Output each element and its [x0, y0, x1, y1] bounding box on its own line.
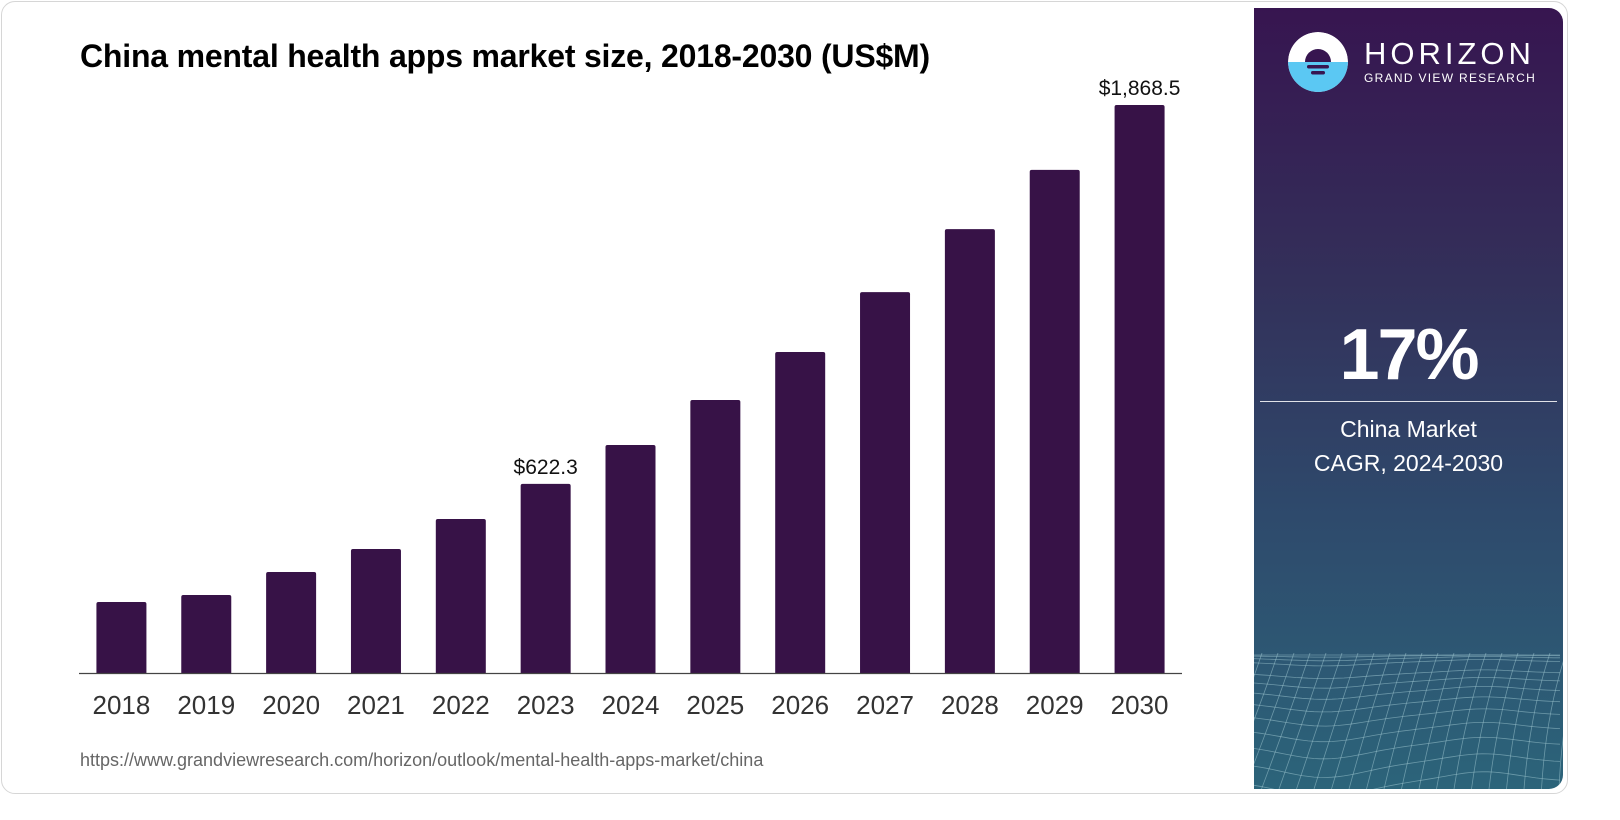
divider [1260, 401, 1557, 402]
x-tick-label: 2019 [177, 690, 235, 720]
mesh-line [1254, 654, 1561, 658]
mesh-line [1254, 659, 1561, 667]
bar-2029 [1029, 169, 1080, 674]
mesh-line [1254, 677, 1561, 689]
mesh-line [1418, 653, 1455, 789]
mesh-line [1558, 736, 1563, 789]
mesh-line [1366, 653, 1407, 789]
data-label-2030: $1,868.5 [1099, 77, 1181, 100]
mesh-line [1436, 653, 1471, 789]
data-label-2023: $622.3 [514, 456, 578, 479]
bar-2028 [944, 229, 995, 673]
bar-2022 [435, 519, 486, 673]
mesh-line [1541, 661, 1563, 789]
mesh-line [1278, 653, 1327, 789]
mesh-line [1254, 653, 1279, 722]
mesh-line [1254, 653, 1263, 678]
mesh-line [1488, 653, 1519, 789]
mesh-line [1401, 653, 1439, 789]
x-tick-label: 2018 [93, 690, 151, 720]
chart-card: China mental health apps market size, 20… [1, 1, 1568, 794]
bar-2027 [860, 292, 911, 673]
x-tick-label: 2027 [856, 690, 914, 720]
mesh-line [1523, 653, 1551, 789]
bar-2018 [96, 601, 147, 673]
x-tick-label: 2023 [517, 690, 575, 720]
x-tick-label: 2026 [771, 690, 829, 720]
bar-2024 [605, 445, 656, 673]
mesh-line [1254, 669, 1561, 679]
brand-logo[interactable]: HORIZON GRAND VIEW RESEARCH [1288, 32, 1536, 92]
bar-2026 [775, 351, 826, 673]
mesh-line [1348, 653, 1391, 789]
bar-chart: 2018 2019 2020 2021 2022 2023 $622.3 2024 2025 20… [79, 77, 1182, 720]
wave-mesh-decoration [1254, 653, 1563, 789]
chart-title: China mental health apps market size, 20… [80, 38, 930, 74]
bar-2030 [1114, 105, 1165, 673]
x-tick-label: 2022 [432, 690, 490, 720]
brand-name: HORIZON [1364, 36, 1535, 71]
side-panel: HORIZON GRAND VIEW RESEARCH 17% China Ma… [1254, 8, 1563, 789]
mesh-line [1254, 696, 1561, 713]
cagr-label-period: CAGR, 2024-2030 [1313, 450, 1504, 476]
bar-2025 [690, 400, 741, 673]
x-tick-label: 2020 [262, 690, 320, 720]
mesh-line [1254, 771, 1561, 789]
cagr-label-market: China Market [1340, 416, 1477, 442]
bar-2023 [520, 483, 571, 673]
mesh-line [1331, 653, 1375, 789]
bar-2021 [350, 549, 401, 673]
bar-2019 [181, 594, 232, 673]
brand-subtitle: GRAND VIEW RESEARCH [1364, 71, 1537, 85]
x-tick-label: 2025 [686, 690, 744, 720]
sunset-horizon-logo-icon [1288, 32, 1348, 92]
bar-2020 [266, 572, 317, 673]
mesh-line [1296, 653, 1343, 789]
mesh-line [1254, 736, 1561, 760]
cagr-value: 17% [1339, 315, 1479, 395]
mesh-line [1383, 653, 1423, 789]
x-tick-label: 2021 [347, 690, 405, 720]
x-tick-label: 2028 [941, 690, 999, 720]
x-tick-label: 2024 [602, 690, 660, 720]
mesh-line [1313, 653, 1359, 789]
mesh-line [1506, 653, 1535, 789]
mesh-line [1261, 653, 1311, 789]
cagr-label: China Market CAGR, 2024-2030 [1254, 412, 1563, 480]
mesh-line [1254, 656, 1560, 662]
x-tick-label: 2030 [1111, 690, 1169, 720]
mesh-line [1254, 708, 1561, 727]
mesh-line [1254, 686, 1561, 700]
mesh-line [1254, 653, 1295, 765]
mesh-line [1254, 722, 1561, 743]
mesh-line [1453, 653, 1487, 789]
mesh-line [1471, 653, 1503, 789]
x-tick-label: 2029 [1026, 690, 1084, 720]
source-url[interactable]: https://www.grandviewresearch.com/horizo… [80, 750, 764, 770]
